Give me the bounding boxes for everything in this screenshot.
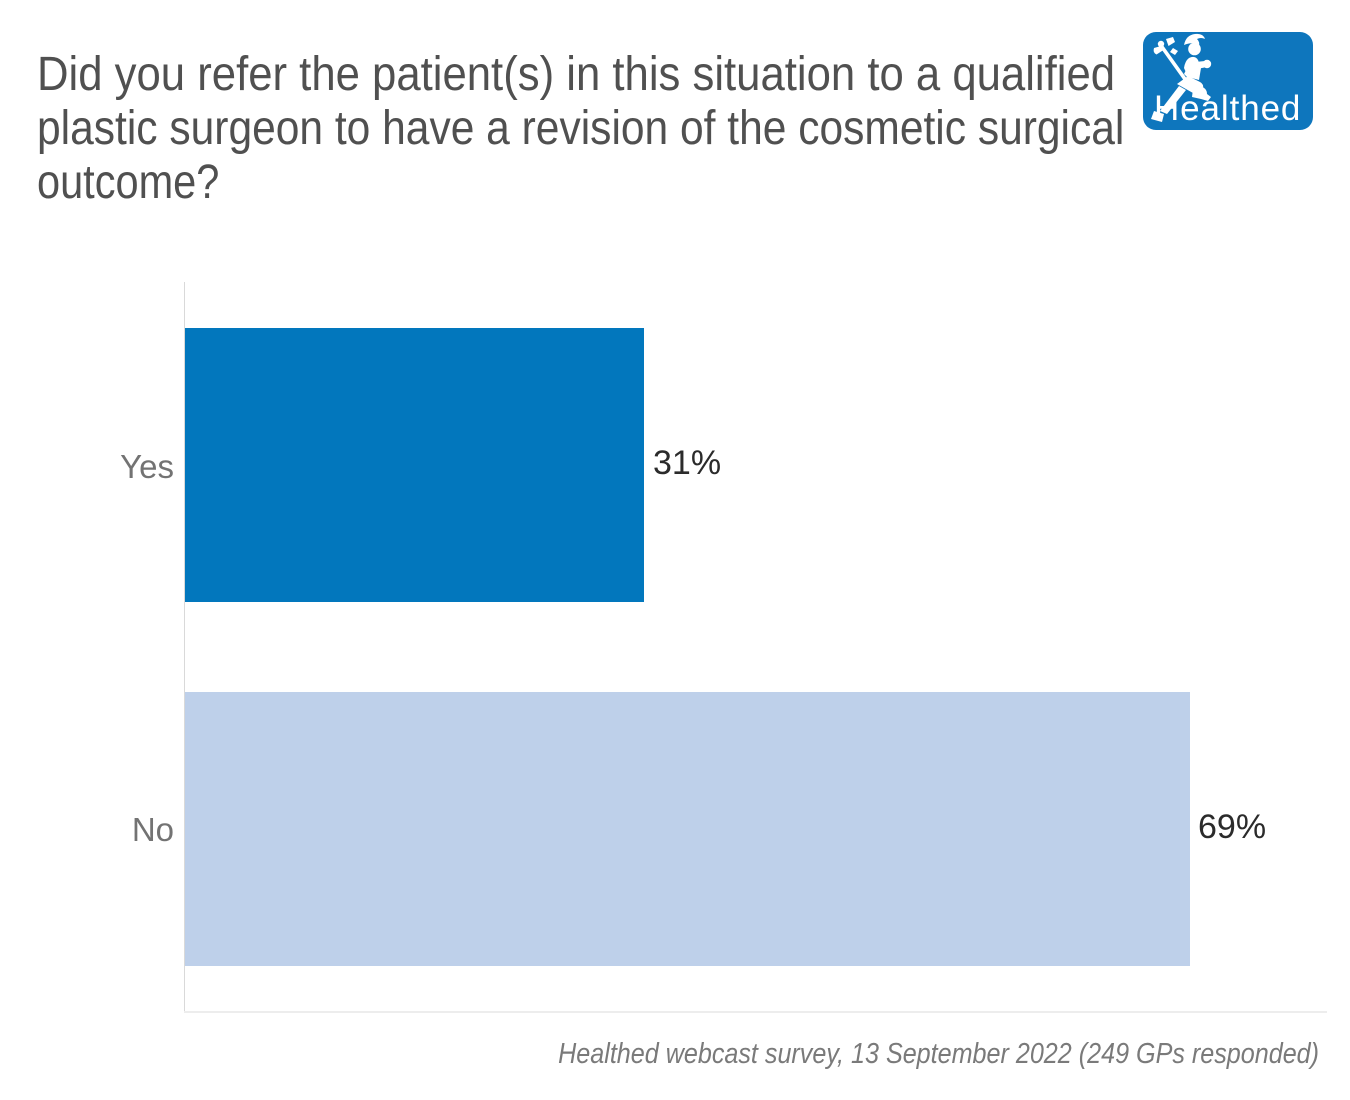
svg-text:Healthed: Healthed (1154, 89, 1301, 128)
